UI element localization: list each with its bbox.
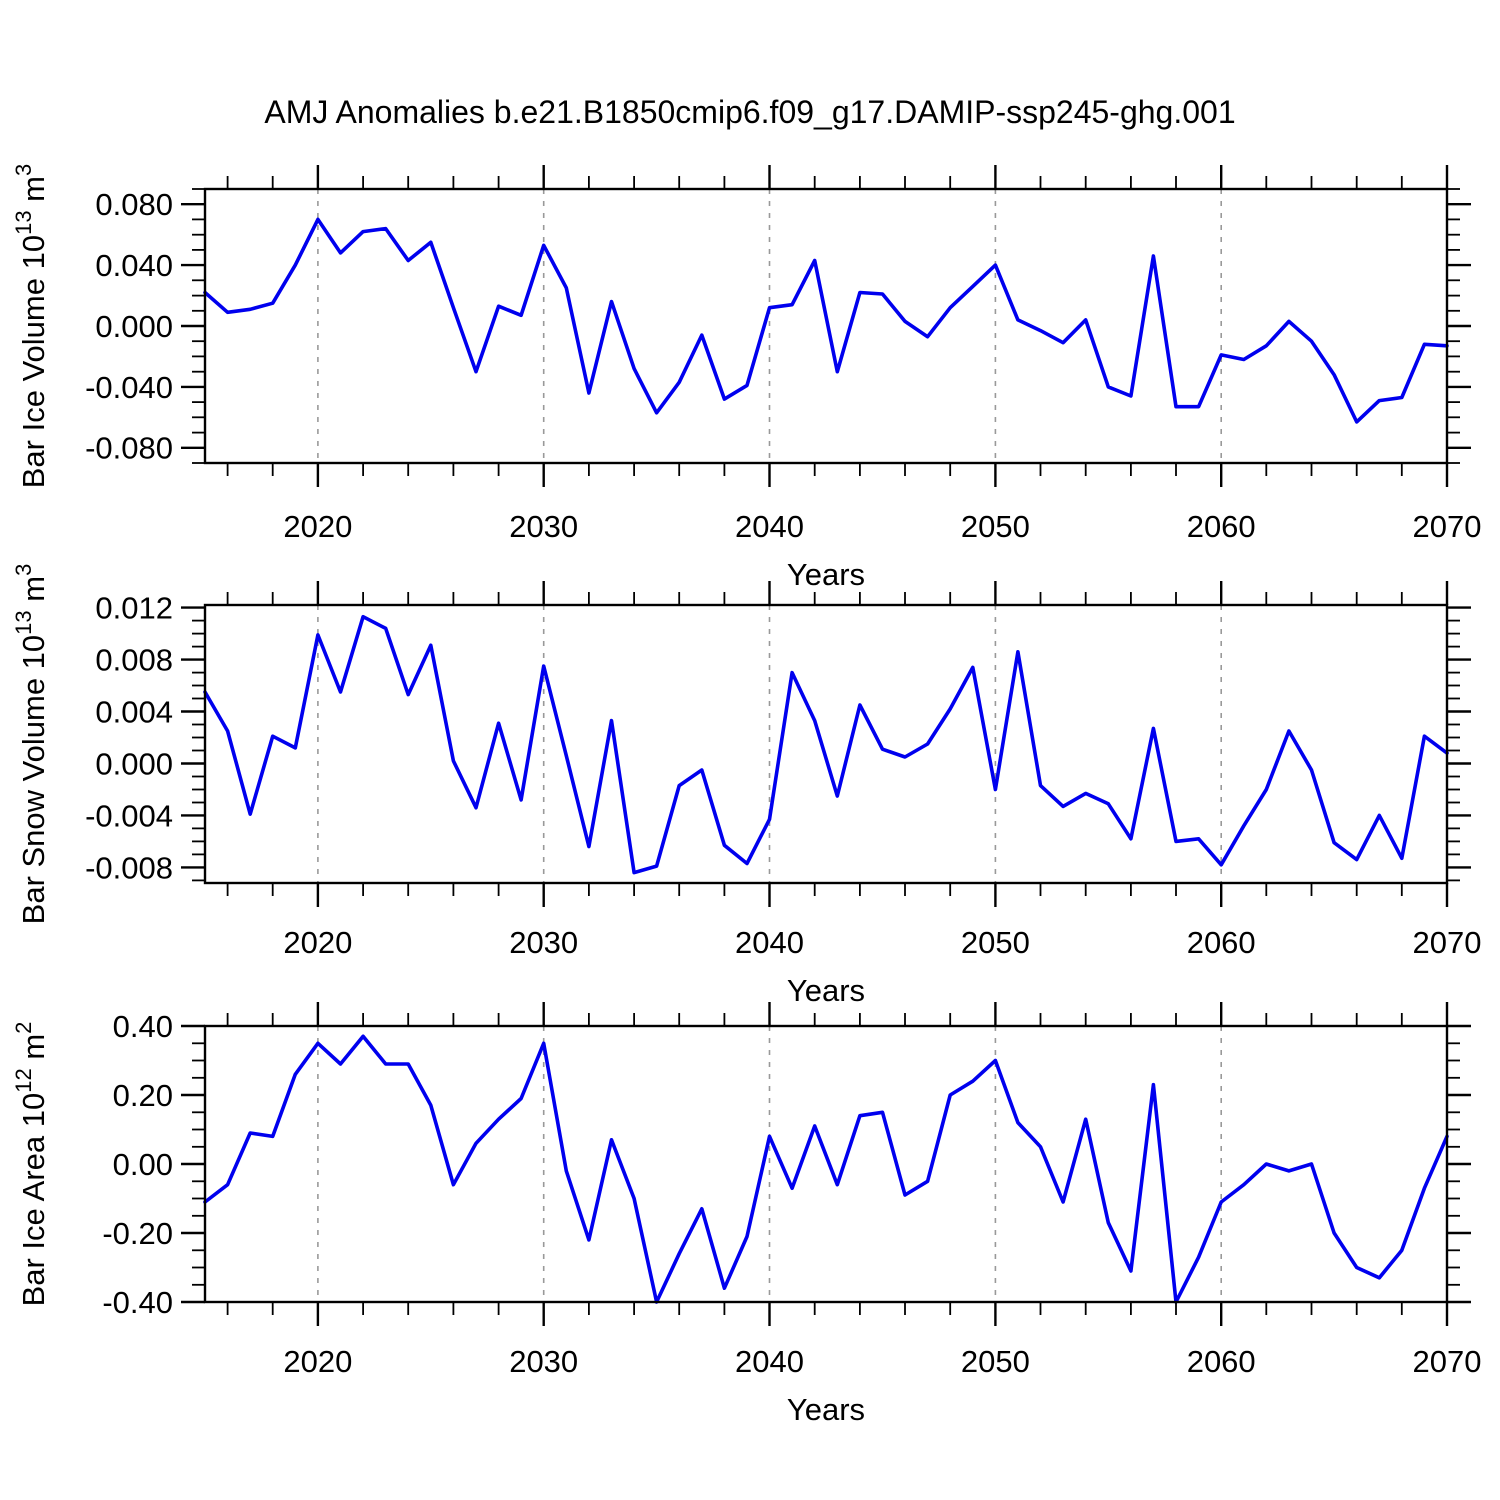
x-tick-label: 2020 bbox=[283, 925, 352, 960]
chart-bar-snow-volume: 0.012 0.008 0.004 0.000 -0.004 -0.008 2020 2030… bbox=[11, 564, 1481, 1008]
y-axis-title: Bar Ice Volume 1013 m3 bbox=[11, 164, 51, 489]
y-tick-label: -0.20 bbox=[102, 1216, 173, 1251]
x-axis-title: Years bbox=[787, 1392, 865, 1427]
y-tick-label: 0.080 bbox=[95, 187, 173, 222]
data-line-bar-snow-volume bbox=[203, 614, 1449, 875]
x-tick-label: 2040 bbox=[735, 1344, 804, 1379]
y-tick-label: 0.40 bbox=[113, 1009, 173, 1044]
x-tick-label: 2050 bbox=[961, 925, 1030, 960]
y-tick-label: 0.012 bbox=[95, 590, 173, 625]
y-axis-title: Bar Snow Volume 1013 m3 bbox=[11, 564, 51, 925]
plot-box bbox=[203, 187, 1449, 465]
x-tick-label: 2020 bbox=[283, 509, 352, 544]
data-line-bar-ice-volume bbox=[203, 217, 1449, 424]
y-tick-label: 0.008 bbox=[95, 642, 173, 677]
x-tick-label: 2030 bbox=[509, 509, 578, 544]
x-tick-label: 2060 bbox=[1187, 925, 1256, 960]
data-line-bar-ice-area bbox=[203, 1034, 1449, 1304]
x-tick-label: 2020 bbox=[283, 1344, 352, 1379]
x-axis-title: Years bbox=[787, 973, 865, 1008]
x-tick-label: 2040 bbox=[735, 925, 804, 960]
x-tick-label: 2070 bbox=[1413, 925, 1482, 960]
y-axis-title: Bar Ice Area 1012 m2 bbox=[11, 1022, 51, 1307]
x-tick-label: 2030 bbox=[509, 925, 578, 960]
x-tick-label: 2030 bbox=[509, 1344, 578, 1379]
plot-box bbox=[203, 603, 1449, 885]
chart-bar-ice-area: 0.40 0.20 0.00 -0.20 -0.40 2020 2030 2040 2050 20… bbox=[11, 1002, 1481, 1427]
y-tick-label: -0.080 bbox=[85, 431, 173, 466]
plot-box bbox=[203, 1024, 1449, 1304]
y-tick-label: 0.00 bbox=[113, 1147, 173, 1182]
x-tick-label: 2060 bbox=[1187, 509, 1256, 544]
x-tick-label: 2070 bbox=[1413, 509, 1482, 544]
chart-bar-ice-volume: 0.080 0.040 0.000 -0.040 -0.080 2020 2030 2040 2… bbox=[11, 164, 1481, 592]
y-tick-label: -0.008 bbox=[85, 850, 173, 885]
y-tick-label: 0.004 bbox=[95, 694, 173, 729]
x-tick-label: 2040 bbox=[735, 509, 804, 544]
x-tick-label: 2060 bbox=[1187, 1344, 1256, 1379]
x-axis-title: Years bbox=[787, 557, 865, 592]
figure-title: AMJ Anomalies b.e21.B1850cmip6.f09_g17.D… bbox=[264, 94, 1236, 130]
y-tick-label: 0.000 bbox=[95, 309, 173, 344]
y-tick-label: 0.20 bbox=[113, 1078, 173, 1113]
y-tick-label: -0.004 bbox=[85, 798, 173, 833]
x-tick-label: 2050 bbox=[961, 509, 1030, 544]
x-tick-label: 2070 bbox=[1413, 1344, 1482, 1379]
y-tick-label: 0.040 bbox=[95, 248, 173, 283]
y-tick-label: -0.040 bbox=[85, 370, 173, 405]
y-tick-label: -0.40 bbox=[102, 1285, 173, 1320]
y-tick-label: 0.000 bbox=[95, 746, 173, 781]
x-tick-label: 2050 bbox=[961, 1344, 1030, 1379]
